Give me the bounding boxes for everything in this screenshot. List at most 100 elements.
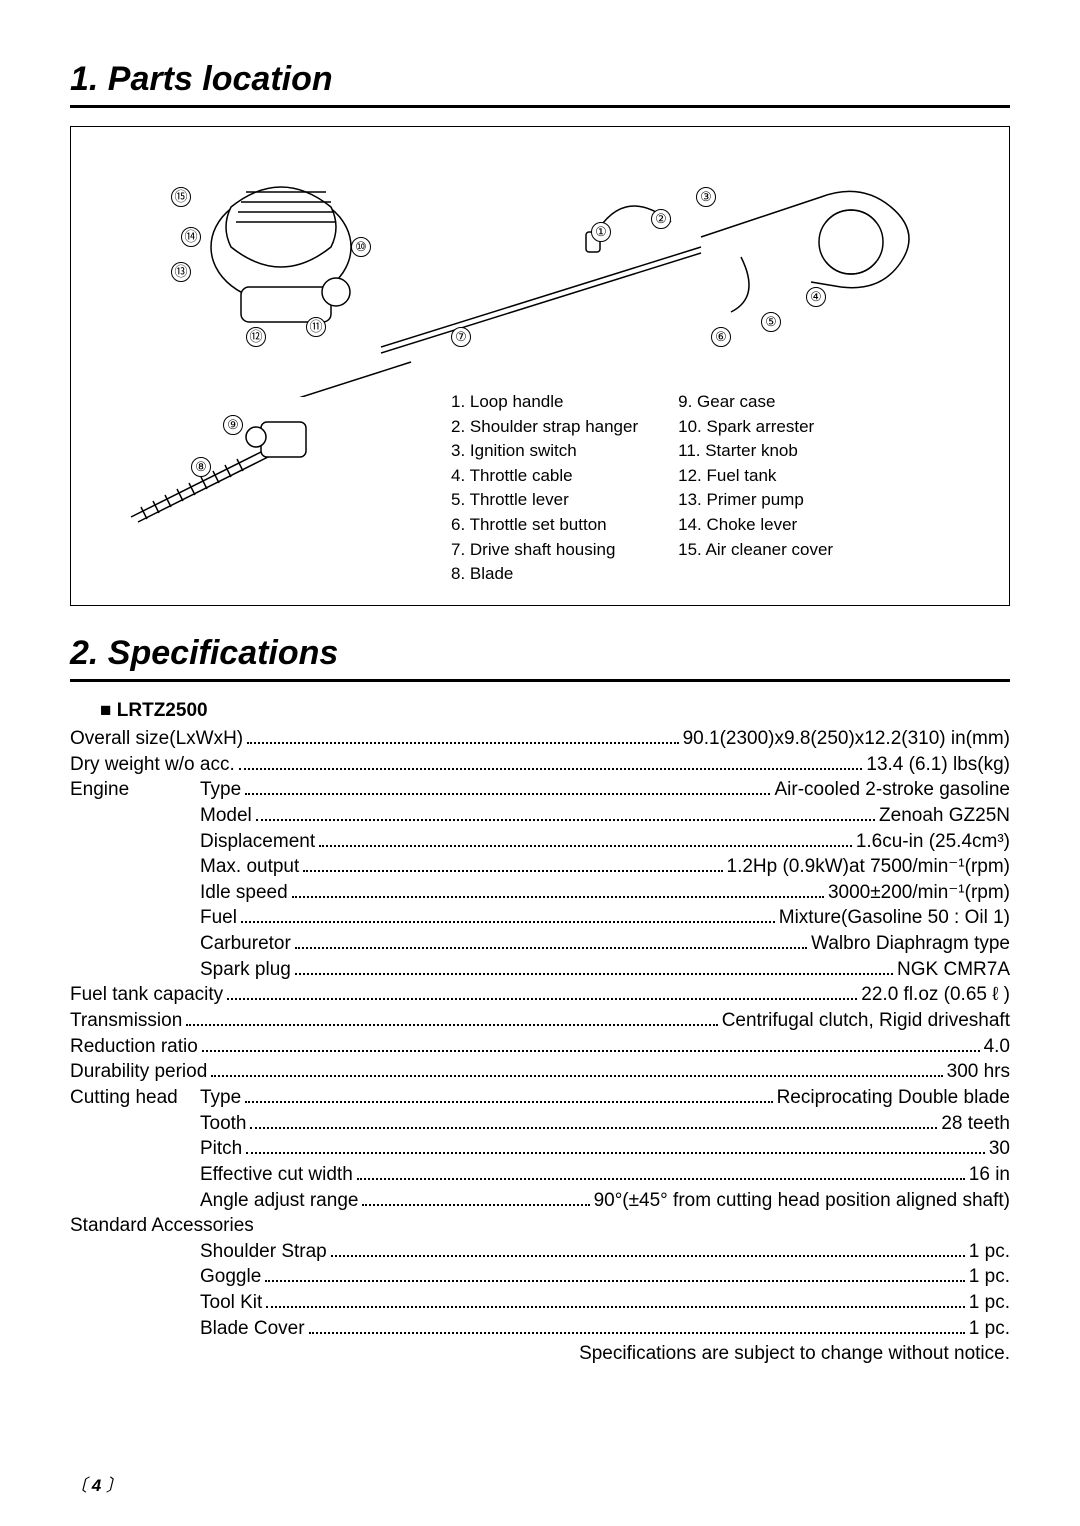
callout: ⑦ xyxy=(451,327,471,347)
spec-sublabel: Carburetor xyxy=(70,931,291,957)
spec-value: 22.0 fl.oz (0.65 ℓ ) xyxy=(861,982,1010,1008)
spec-value: 1.6cu-in (25.4cm³) xyxy=(856,829,1010,855)
spec-row: Fuel tank capacity22.0 fl.oz (0.65 ℓ ) xyxy=(70,982,1010,1008)
spec-value: 4.0 xyxy=(984,1034,1010,1060)
spec-sublabel: Fuel xyxy=(70,905,237,931)
callout: ② xyxy=(651,209,671,229)
spec-sublabel: Angle adjust range xyxy=(70,1188,358,1214)
spec-value: 1 pc. xyxy=(969,1316,1010,1342)
spec-value: 90.1(2300)x9.8(250)x12.2(310) in(mm) xyxy=(683,726,1010,752)
spec-sublabel: Max. output xyxy=(70,854,299,880)
parts-item: 15. Air cleaner cover xyxy=(678,538,833,563)
parts-item: 7. Drive shaft housing xyxy=(451,538,638,563)
parts-legend: 1. Loop handle2. Shoulder strap hanger3.… xyxy=(451,390,833,587)
spec-row: Durability period300 hrs xyxy=(70,1059,1010,1085)
spec-row: Spark plug NGK CMR7A xyxy=(70,957,1010,983)
spec-value: Mixture(Gasoline 50 : Oil 1) xyxy=(779,905,1010,931)
spec-row: Cutting headType Reciprocating Double bla… xyxy=(70,1085,1010,1111)
callout: ① xyxy=(591,222,611,242)
callout: ⑥ xyxy=(711,327,731,347)
spec-row: Effective cut width 16 in xyxy=(70,1162,1010,1188)
spec-table: Overall size(LxWxH) 90.1(2300)x9.8(250)x1… xyxy=(70,726,1010,1341)
parts-item: 5. Throttle lever xyxy=(451,488,638,513)
parts-item: 8. Blade xyxy=(451,562,638,587)
spec-note: Specifications are subject to change wit… xyxy=(70,1343,1010,1365)
spec-sublabel: Shoulder Strap xyxy=(70,1239,327,1265)
spec-sublabel: Spark plug xyxy=(70,957,291,983)
diagram-svg xyxy=(81,137,1001,397)
callout: ⑭ xyxy=(181,227,201,247)
parts-item: 11. Starter knob xyxy=(678,439,833,464)
spec-value: Reciprocating Double blade xyxy=(777,1085,1010,1111)
callout: ⑬ xyxy=(171,262,191,282)
spec-row: Carburetor Walbro Diaphragm type xyxy=(70,931,1010,957)
spec-value: Air-cooled 2-stroke gasoline xyxy=(774,777,1010,803)
spec-value: 16 in xyxy=(969,1162,1010,1188)
spec-value: 28 teeth xyxy=(941,1111,1010,1137)
parts-item: 13. Primer pump xyxy=(678,488,833,513)
spec-row: Fuel Mixture(Gasoline 50 : Oil 1) xyxy=(70,905,1010,931)
model-name: LRTZ2500 xyxy=(100,700,1010,722)
spec-value: 3000±200/min⁻¹(rpm) xyxy=(828,880,1010,906)
spec-row: Tool Kit 1 pc. xyxy=(70,1290,1010,1316)
parts-item: 9. Gear case xyxy=(678,390,833,415)
parts-diagram: ① ② ③ ④ ⑤ ⑥ ⑦ ⑧ ⑨ ⑩ ⑪ ⑫ ⑬ ⑭ ⑮ 1. Loop handle2. Shoulde… xyxy=(70,126,1010,606)
spec-row: EngineType Air-cooled 2-stroke gasoline xyxy=(70,777,1010,803)
spec-sublabel: Idle speed xyxy=(70,880,288,906)
parts-item: 3. Ignition switch xyxy=(451,439,638,464)
spec-row: Angle adjust range90°(±45° from cutting … xyxy=(70,1188,1010,1214)
spec-row: Goggle 1 pc. xyxy=(70,1264,1010,1290)
spec-value: 30 xyxy=(989,1136,1010,1162)
parts-item: 1. Loop handle xyxy=(451,390,638,415)
spec-row: Pitch30 xyxy=(70,1136,1010,1162)
parts-item: 10. Spark arrester xyxy=(678,415,833,440)
spec-sublabel: Effective cut width xyxy=(70,1162,353,1188)
callout: ⑤ xyxy=(761,312,781,332)
spec-row: Displacement 1.6cu-in (25.4cm³) xyxy=(70,829,1010,855)
spec-row: TransmissionCentrifugal clutch, Rigid dr… xyxy=(70,1008,1010,1034)
spec-label: Transmission xyxy=(70,1008,182,1034)
callout: ⑨ xyxy=(223,415,243,435)
spec-label: Overall size(LxWxH) xyxy=(70,726,243,752)
spec-row: Dry weight w/o acc.13.4 (6.1) lbs(kg) xyxy=(70,752,1010,778)
spec-sublabel: Tooth xyxy=(70,1111,246,1137)
spec-sublabel: Blade Cover xyxy=(70,1316,305,1342)
spec-sublabel: Type xyxy=(200,777,241,803)
callout: ③ xyxy=(696,187,716,207)
spec-row: Tooth 28 teeth xyxy=(70,1111,1010,1137)
spec-value: 300 hrs xyxy=(947,1059,1010,1085)
spec-value: 1.2Hp (0.9kW)at 7500/min⁻¹(rpm) xyxy=(727,854,1011,880)
spec-value: NGK CMR7A xyxy=(897,957,1010,983)
spec-row: Idle speed 3000±200/min⁻¹(rpm) xyxy=(70,880,1010,906)
parts-item: 14. Choke lever xyxy=(678,513,833,538)
callout: ⑧ xyxy=(191,457,211,477)
spec-value: 1 pc. xyxy=(969,1239,1010,1265)
spec-row: Max. output 1.2Hp (0.9kW)at 7500/min⁻¹(rp… xyxy=(70,854,1010,880)
spec-sublabel: Goggle xyxy=(70,1264,261,1290)
callout: ⑮ xyxy=(171,187,191,207)
spec-value: Walbro Diaphragm type xyxy=(811,931,1010,957)
callout: ⑩ xyxy=(351,237,371,257)
callout: ⑫ xyxy=(246,327,266,347)
spec-value: 1 pc. xyxy=(969,1290,1010,1316)
parts-item: 6. Throttle set button xyxy=(451,513,638,538)
spec-row: Shoulder Strap 1 pc. xyxy=(70,1239,1010,1265)
spec-value: 1 pc. xyxy=(969,1264,1010,1290)
spec-label: Standard Accessories xyxy=(70,1213,254,1239)
section-1-heading: 1. Parts location xyxy=(70,60,1010,108)
spec-row: Blade Cover 1 pc. xyxy=(70,1316,1010,1342)
spec-sublabel: Tool Kit xyxy=(70,1290,262,1316)
spec-row: Reduction ratio4.0 xyxy=(70,1034,1010,1060)
spec-label: Cutting head xyxy=(70,1085,200,1111)
spec-sublabel: Type xyxy=(200,1085,241,1111)
section-2-heading: 2. Specifications xyxy=(70,634,1010,682)
callout: ④ xyxy=(806,287,826,307)
parts-item: 2. Shoulder strap hanger xyxy=(451,415,638,440)
spec-row: ModelZenoah GZ25N xyxy=(70,803,1010,829)
parts-item: 12. Fuel tank xyxy=(678,464,833,489)
spec-sublabel: Model xyxy=(70,803,252,829)
page-number: 〔 4 〕 xyxy=(70,1471,123,1496)
spec-label: Engine xyxy=(70,777,200,803)
spec-sublabel: Displacement xyxy=(70,829,315,855)
callout: ⑪ xyxy=(306,317,326,337)
